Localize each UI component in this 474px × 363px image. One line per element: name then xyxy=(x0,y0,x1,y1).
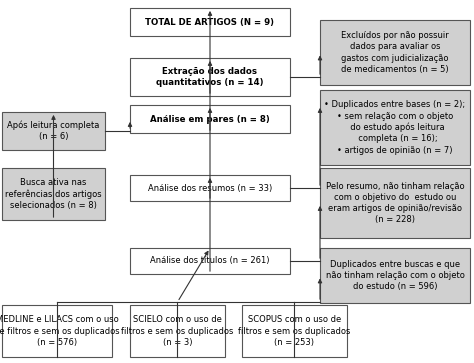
Text: Análise em pares (n = 8): Análise em pares (n = 8) xyxy=(150,114,270,123)
FancyBboxPatch shape xyxy=(130,58,290,96)
FancyBboxPatch shape xyxy=(242,305,347,357)
Text: • Duplicados entre bases (n = 2);
• sem relação com o objeto
  do estudo após le: • Duplicados entre bases (n = 2); • sem … xyxy=(324,101,465,155)
FancyBboxPatch shape xyxy=(320,90,470,165)
FancyBboxPatch shape xyxy=(320,168,470,238)
Text: Extração dos dados
quantitativos (n = 14): Extração dos dados quantitativos (n = 14… xyxy=(156,67,264,87)
FancyBboxPatch shape xyxy=(320,248,470,303)
FancyBboxPatch shape xyxy=(2,168,105,220)
FancyBboxPatch shape xyxy=(130,8,290,36)
FancyBboxPatch shape xyxy=(130,175,290,201)
Text: Duplicados entre buscas e que
não tinham relação com o objeto
do estudo (n = 596: Duplicados entre buscas e que não tinham… xyxy=(326,260,465,291)
FancyBboxPatch shape xyxy=(2,305,112,357)
Text: Excluídos por não possuir
dados para avaliar os
gastos com judicialização
de med: Excluídos por não possuir dados para ava… xyxy=(341,31,449,74)
Text: Após leitura completa
(n = 6): Após leitura completa (n = 6) xyxy=(7,121,100,141)
Text: Pelo resumo, não tinham relação
com o objetivo do  estudo ou
eram artigos de opi: Pelo resumo, não tinham relação com o ob… xyxy=(326,182,465,224)
Text: Análise dos resumos (n = 33): Análise dos resumos (n = 33) xyxy=(148,184,272,192)
FancyBboxPatch shape xyxy=(130,305,225,357)
FancyBboxPatch shape xyxy=(320,20,470,85)
Text: Análise dos títulos (n = 261): Análise dos títulos (n = 261) xyxy=(150,257,270,265)
Text: MEDLINE e LILACS com o uso
de filtros e sem os duplicados
(n = 576): MEDLINE e LILACS com o uso de filtros e … xyxy=(0,315,120,347)
Text: Busca ativa nas
referências dos artigos
selecionados (n = 8): Busca ativa nas referências dos artigos … xyxy=(5,178,102,210)
FancyBboxPatch shape xyxy=(130,248,290,274)
FancyBboxPatch shape xyxy=(130,105,290,133)
Text: SCIELO com o uso de
filtros e sem os duplicados
(n = 3): SCIELO com o uso de filtros e sem os dup… xyxy=(121,315,234,347)
FancyBboxPatch shape xyxy=(2,112,105,150)
Text: TOTAL DE ARTIGOS (N = 9): TOTAL DE ARTIGOS (N = 9) xyxy=(146,17,274,26)
Text: SCOPUS com o uso de
filtros e sem os duplicados
(n = 253): SCOPUS com o uso de filtros e sem os dup… xyxy=(238,315,351,347)
